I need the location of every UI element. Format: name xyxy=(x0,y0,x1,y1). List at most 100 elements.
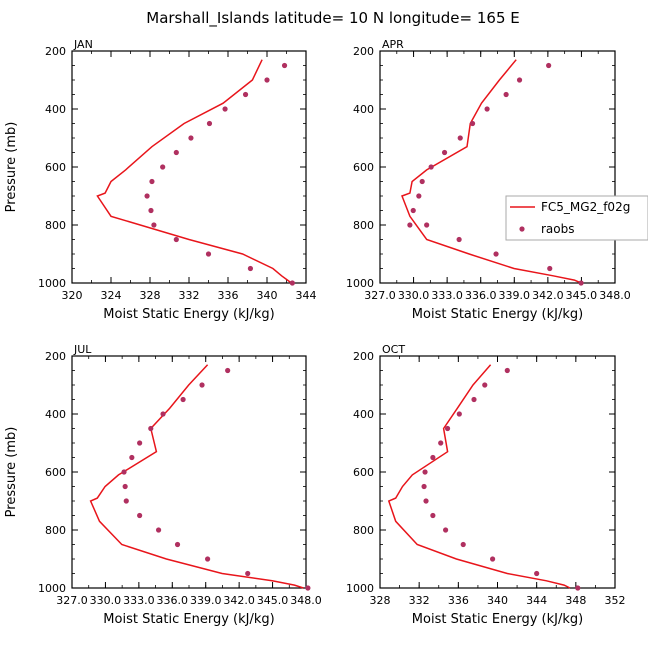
raobs-point xyxy=(430,512,436,519)
x-axis-label: Moist Static Energy (kJ/kg) xyxy=(412,307,583,322)
x-tick-label: 340 xyxy=(487,594,508,607)
raobs-point xyxy=(441,149,448,156)
y-tick-label: 200 xyxy=(353,45,374,58)
legend-obs-label: raobs xyxy=(541,222,575,236)
raobs-point xyxy=(469,120,476,127)
raobs-point xyxy=(160,164,166,170)
x-axis-label: Moist Static Energy (kJ/kg) xyxy=(103,612,274,627)
raobs-point xyxy=(245,570,251,577)
model-series-line xyxy=(401,59,582,284)
x-tick-label: 330.0 xyxy=(398,289,430,302)
y-tick-label: 1000 xyxy=(38,277,66,290)
raobs-point xyxy=(155,527,162,533)
raobs-point xyxy=(419,178,425,185)
raobs-point xyxy=(242,91,249,98)
plot-frame xyxy=(379,50,616,284)
y-tick-label: 400 xyxy=(45,103,66,116)
raobs-point xyxy=(205,251,212,257)
raobs-point xyxy=(122,483,128,490)
figure-title: Marshall_Islands latitude= 10 N longitud… xyxy=(146,9,519,28)
y-tick-label: 600 xyxy=(45,466,66,479)
raobs-point xyxy=(438,440,444,446)
raobs-point xyxy=(443,527,449,533)
raobs-point xyxy=(137,512,143,519)
raobs-point xyxy=(546,62,552,69)
raobs-point xyxy=(422,469,428,475)
raobs-point xyxy=(121,469,127,475)
raobs-point xyxy=(547,265,553,272)
raobs-point xyxy=(430,454,436,461)
raobs-point xyxy=(123,498,129,504)
legend-obs-swatch xyxy=(519,226,525,232)
chart-panel-jan: 320 324 328 332 336 340 344 200 400 600 800 1000 JAN… xyxy=(4,38,317,322)
y-axis-label: Pressure (mb) xyxy=(4,427,19,518)
panel-title: JUL xyxy=(73,343,92,356)
raobs-point xyxy=(456,236,462,243)
x-axis-label: Moist Static Energy (kJ/kg) xyxy=(103,307,274,322)
raobs-point xyxy=(516,77,523,83)
raobs-point xyxy=(423,498,429,504)
raobs-point xyxy=(222,106,228,112)
panel-title: OCT xyxy=(382,343,405,356)
y-tick-label: 1000 xyxy=(346,277,374,290)
chart-panel-oct: 328 332 336 340 344 348 352 200 400 600 800 1000 OCT… xyxy=(346,343,626,627)
x-tick-label: 352 xyxy=(605,594,626,607)
x-tick-label: 324 xyxy=(101,289,122,302)
y-tick-label: 1000 xyxy=(346,582,374,595)
x-tick-label: 342.0 xyxy=(223,594,255,607)
model-series-line xyxy=(96,59,292,284)
raobs-point xyxy=(460,541,466,548)
x-tick-label: 342.0 xyxy=(532,289,564,302)
raobs-point xyxy=(471,396,477,403)
raobs-point xyxy=(160,411,166,417)
y-tick-label: 800 xyxy=(45,524,66,537)
x-tick-label: 330.0 xyxy=(90,594,122,607)
raobs-point xyxy=(137,440,143,446)
raobs-point xyxy=(444,425,451,432)
x-tick-label: 344 xyxy=(526,594,547,607)
x-tick-label: 348 xyxy=(565,594,586,607)
x-tick-label: 333.0 xyxy=(123,594,155,607)
x-tick-label: 339.0 xyxy=(190,594,222,607)
raobs-point xyxy=(578,280,584,286)
raobs-point xyxy=(490,556,496,562)
plot-frame xyxy=(379,355,616,589)
raobs-point xyxy=(199,382,205,388)
raobs-point xyxy=(416,193,422,199)
raobs-point xyxy=(180,396,186,403)
raobs-point xyxy=(225,367,231,374)
y-tick-label: 800 xyxy=(353,219,374,232)
raobs-point xyxy=(305,585,311,591)
raobs-point xyxy=(205,556,211,562)
plot-frame xyxy=(71,50,307,284)
y-tick-label: 1000 xyxy=(38,582,66,595)
raobs-point xyxy=(188,135,194,141)
x-tick-label: 345.0 xyxy=(566,289,598,302)
raobs-point xyxy=(493,251,499,257)
y-tick-label: 600 xyxy=(45,161,66,174)
chart-panel-jul: 327.0 330.0 333.0 336.0 339.0 342.0 345.0 348.0… xyxy=(4,343,322,627)
x-tick-label: 336 xyxy=(218,289,239,302)
raobs-point xyxy=(421,483,427,490)
chart-panels: 320 324 328 332 336 340 344 200 400 600 800 1000 JAN… xyxy=(4,38,648,627)
raobs-point xyxy=(503,91,509,98)
raobs-point xyxy=(148,207,154,214)
x-tick-label: 336 xyxy=(448,594,469,607)
raobs-point xyxy=(149,178,155,185)
raobs-point xyxy=(428,164,434,170)
raobs-point xyxy=(410,207,416,214)
x-axis-label: Moist Static Energy (kJ/kg) xyxy=(412,612,583,627)
raobs-point xyxy=(144,193,150,199)
y-tick-label: 200 xyxy=(45,350,66,363)
y-axis-label: Pressure (mb) xyxy=(4,122,19,213)
x-tick-label: 332 xyxy=(179,289,200,302)
legend-box xyxy=(505,195,648,241)
plot-frame xyxy=(71,355,307,589)
raobs-point xyxy=(247,265,254,272)
x-tick-label: 333.0 xyxy=(431,289,463,302)
raobs-point xyxy=(424,222,430,228)
x-tick-label: 320 xyxy=(62,289,83,302)
raobs-point xyxy=(148,425,154,432)
raobs-point xyxy=(289,280,295,286)
x-tick-label: 327.0 xyxy=(364,289,396,302)
